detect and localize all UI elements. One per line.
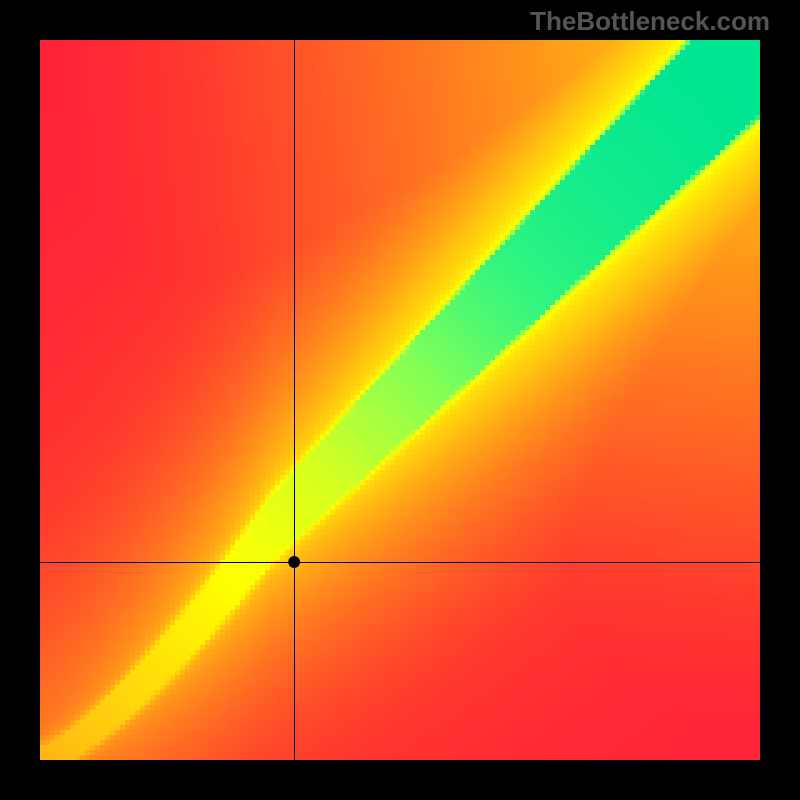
bottleneck-heatmap [0,0,800,800]
watermark-text: TheBottleneck.com [530,6,770,37]
